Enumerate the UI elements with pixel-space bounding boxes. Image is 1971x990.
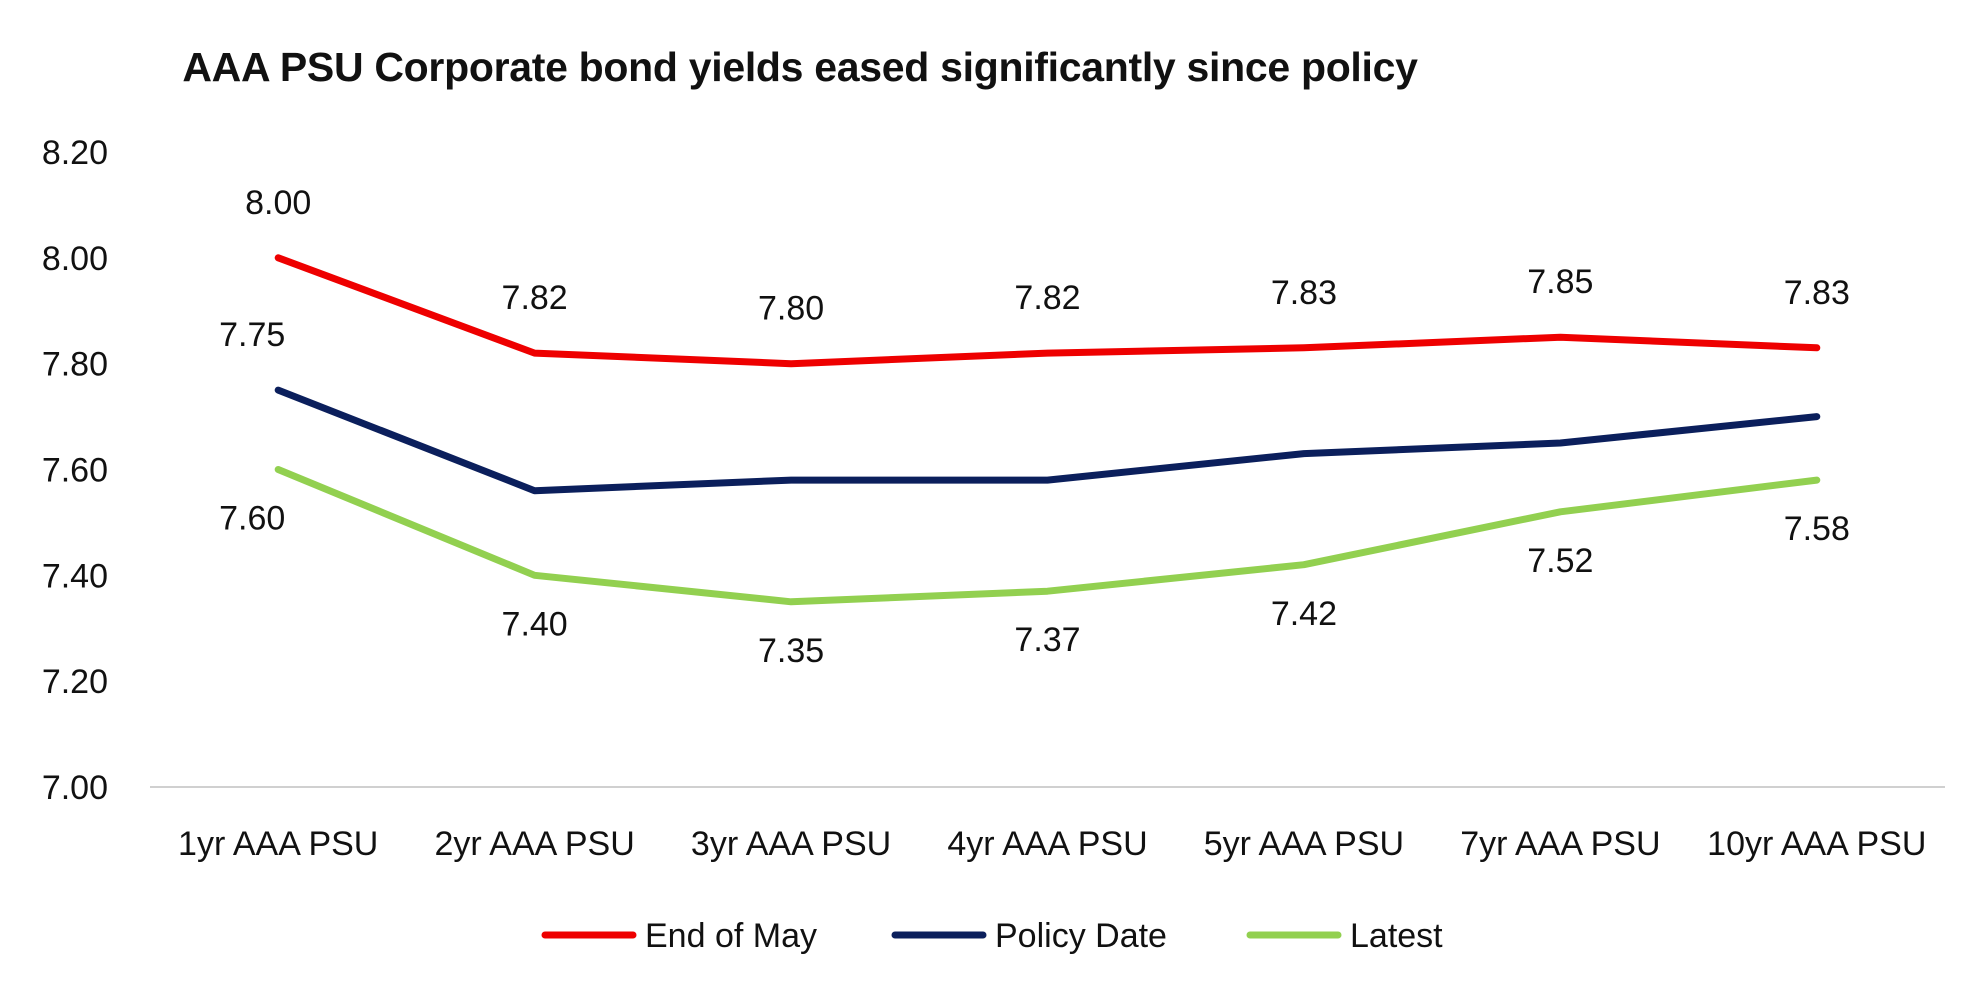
y-axis-ticks: 7.00 7.20 7.40 7.60 7.80 8.00 8.20 [42,134,108,807]
series-line-2 [274,466,1821,606]
y-tick-label: 7.60 [42,452,108,490]
y-tick-label: 7.40 [42,557,108,595]
series-lines [274,254,1821,606]
data-label: 7.75 [219,316,285,354]
x-tick-label: 3yr AAA PSU [691,825,891,863]
y-tick-label: 7.00 [42,769,108,807]
data-label: 7.83 [1271,274,1337,312]
x-tick-label: 10yr AAA PSU [1707,825,1926,863]
legend: End of May Policy Date Latest [541,917,1443,955]
x-axis-ticks: 1yr AAA PSU 2yr AAA PSU 3yr AAA PSU 4yr AAA… [178,825,1926,863]
chart-title: AAA PSU Corporate bond yields eased sign… [182,44,1418,90]
series-line-1 [274,386,1821,495]
y-tick-label: 8.00 [42,240,108,278]
data-label: 7.35 [758,632,824,670]
data-label: 7.58 [1784,510,1850,548]
x-tick-label: 2yr AAA PSU [434,825,634,863]
data-label: 7.82 [502,279,568,317]
legend-label: Latest [1350,917,1443,955]
data-label: 7.85 [1527,263,1593,301]
data-label: 7.60 [219,500,285,538]
x-tick-label: 1yr AAA PSU [178,825,378,863]
y-tick-label: 7.20 [42,663,108,701]
data-label: 7.83 [1784,274,1850,312]
data-label: 7.52 [1527,542,1593,580]
x-tick-label: 4yr AAA PSU [947,825,1147,863]
y-tick-label: 7.80 [42,346,108,384]
data-label: 8.00 [245,184,311,222]
data-label: 7.42 [1271,595,1337,633]
x-tick-label: 5yr AAA PSU [1204,825,1404,863]
data-label: 7.40 [502,605,568,643]
data-label: 7.82 [1014,279,1080,317]
data-label: 7.80 [758,290,824,328]
data-labels: 8.00 7.82 7.80 7.82 7.83 7.85 7.83 7.75 7.60 7.40… [219,184,1850,670]
x-tick-label: 7yr AAA PSU [1460,825,1660,863]
legend-label: End of May [645,917,817,955]
data-label: 7.37 [1014,621,1080,659]
y-tick-label: 8.20 [42,134,108,172]
legend-label: Policy Date [995,917,1167,955]
